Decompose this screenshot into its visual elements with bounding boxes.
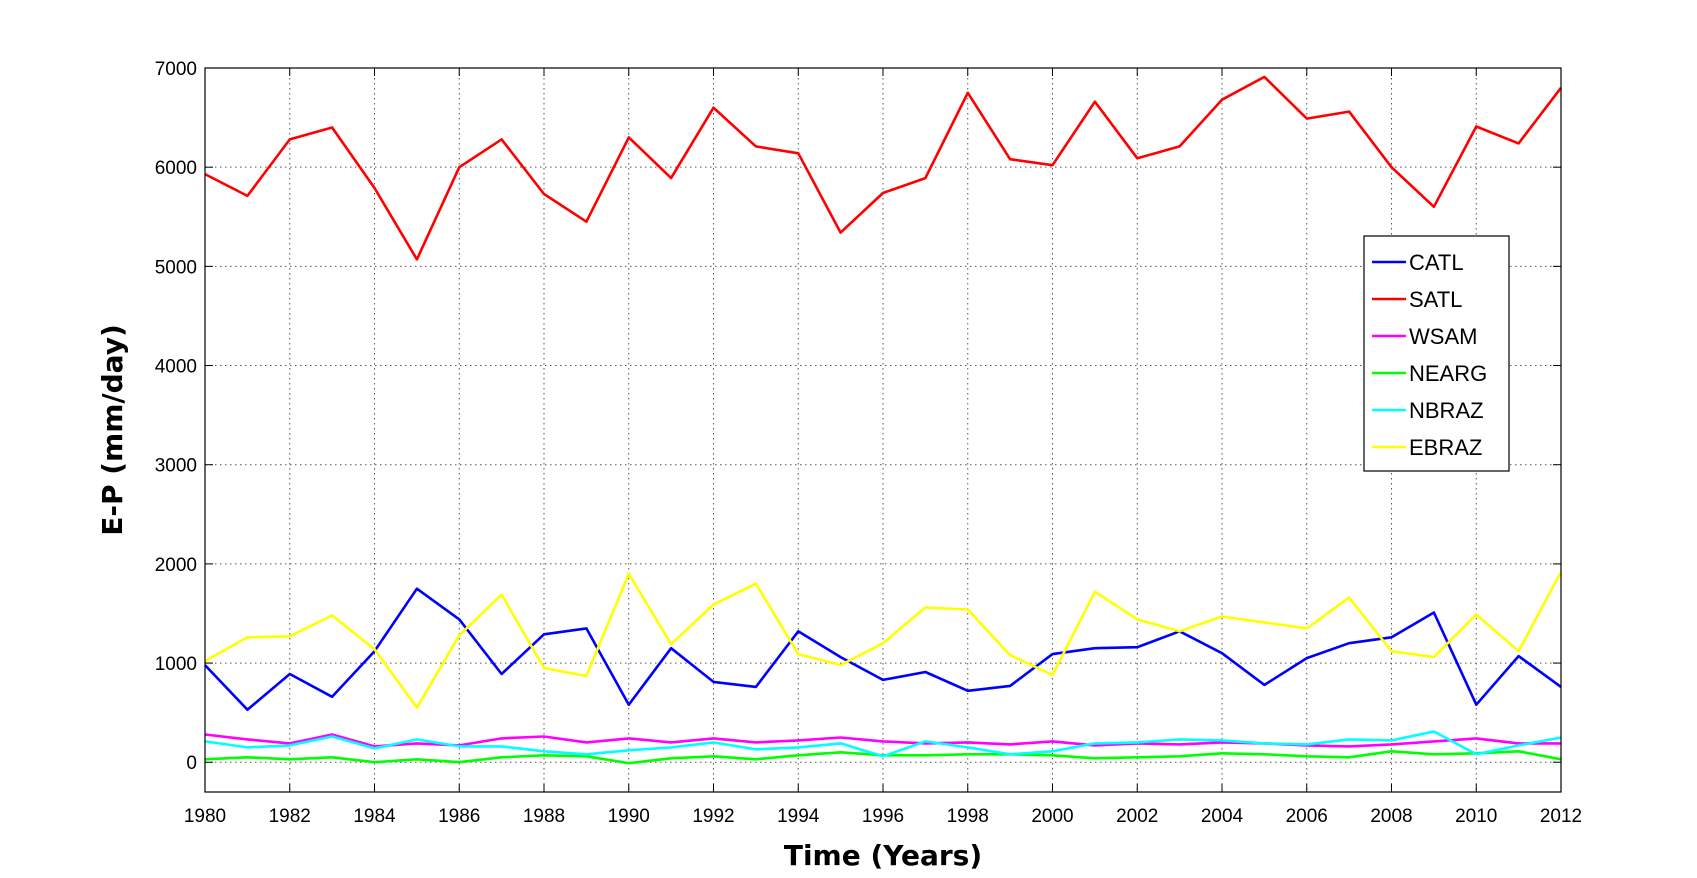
- x-tick-label: 2008: [1370, 806, 1412, 827]
- x-tick-label: 1982: [269, 806, 311, 827]
- x-tick-label: 2010: [1455, 806, 1497, 827]
- y-tick-label: 1000: [155, 654, 197, 675]
- y-tick-label: 3000: [155, 456, 197, 477]
- series-line-satl: [204, 75, 1563, 261]
- series-line-wsam: [204, 733, 1561, 748]
- y-tick-label: 7000: [155, 59, 197, 80]
- y-tick-label: 4000: [155, 357, 197, 378]
- x-tick-label: 1986: [438, 806, 480, 827]
- x-tick-label: 2012: [1540, 806, 1582, 827]
- series-line-catl: [204, 587, 1562, 712]
- x-tick-label: 1998: [947, 806, 989, 827]
- x-axis-title: Time (Years): [784, 839, 982, 872]
- x-tick-label: 1994: [777, 806, 820, 827]
- series-line-nbraz: [204, 730, 1562, 758]
- x-tick-label: 2006: [1286, 806, 1328, 827]
- series-lines: [204, 75, 1563, 765]
- x-tick-label: 2000: [1031, 806, 1073, 827]
- x-tick-label: 2002: [1116, 806, 1158, 827]
- legend-label-ebraz: EBRAZ: [1409, 435, 1482, 460]
- legend-label-catl: CATL: [1409, 250, 1464, 275]
- x-tick-label: 1984: [353, 806, 396, 827]
- x-tick-label: 1990: [608, 806, 650, 827]
- y-tick-label: 5000: [155, 257, 197, 278]
- y-tick-label: 6000: [155, 158, 197, 179]
- legend-label-nbraz: NBRAZ: [1409, 398, 1484, 423]
- y-tick-label: 2000: [155, 555, 197, 576]
- axis-ticks: 1980 1982 1984 1986 1988 1990 1992 1994 1996 1998…: [155, 59, 1582, 827]
- legend-label-wsam: WSAM: [1409, 324, 1477, 349]
- legend-box: [1363, 235, 1510, 472]
- series-line-ebraz: [204, 571, 1563, 710]
- x-tick-label: 1992: [692, 806, 734, 827]
- legend-label-satl: SATL: [1409, 287, 1462, 312]
- legend: CATL SATL WSAM NEARG NBRAZ EBRAZ: [1363, 235, 1510, 472]
- y-axis-title: E-P (mm/day): [96, 324, 129, 536]
- x-tick-label: 1996: [862, 806, 904, 827]
- x-tick-label: 2004: [1201, 806, 1244, 827]
- legend-label-nearg: NEARG: [1409, 361, 1487, 386]
- x-tick-label: 1980: [184, 806, 226, 827]
- y-tick-label: 0: [186, 753, 197, 774]
- x-tick-label: 1988: [523, 806, 565, 827]
